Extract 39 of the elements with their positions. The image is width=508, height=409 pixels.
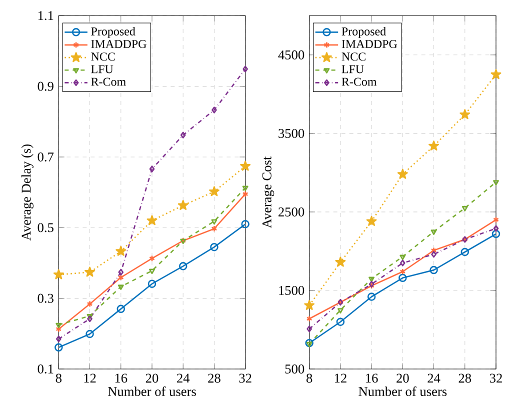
x-tick-label: 8 [306,374,312,383]
legend-label: IMADDPG [91,40,146,48]
y-tick-label: 1.1 [38,11,54,20]
x-tick-label: 12 [84,374,96,383]
legend-label: LFU [342,65,364,74]
y-tick-label: 0.9 [38,82,54,91]
y-tick-label: 0.3 [38,294,54,303]
y-tick-label: 3500 [278,128,304,138]
y-tick-label: 2500 [278,207,304,216]
legend-label: R-Com [342,78,377,86]
x-tick-label: 28 [458,374,472,383]
y-tick-label: 0.7 [38,152,54,162]
x-tick-label: 12 [334,374,346,383]
x-tick-label: 16 [115,374,128,383]
x-tick-label: 8 [56,374,62,383]
legend-label: LFU [91,65,114,74]
legend-label: Proposed [91,27,136,38]
x-tick-label: 20 [146,374,158,383]
legend-label: R-Com [91,78,126,86]
y-tick-label: 500 [285,364,304,374]
y-axis-title: Average Delay (s) [21,144,34,241]
x-tick-label: 32 [239,374,252,383]
x-tick-label: 24 [177,374,190,383]
y-tick-label: 4500 [278,50,304,60]
legend-label: Proposed [342,27,386,38]
x-tick-label: 24 [428,374,440,383]
x-tick-label: 28 [208,374,220,383]
x-tick-label: 20 [396,374,409,383]
x-axis-title: Number of users [108,386,196,396]
y-tick-label: 0.5 [38,223,54,232]
x-tick-label: 16 [366,374,378,383]
legend-label: NCC [91,52,115,61]
x-axis-title: Number of users [358,386,447,396]
legend-label: IMADDPG [342,40,398,48]
y-axis-title: Average Cost [262,156,274,228]
y-tick-label: 1500 [279,286,304,295]
legend-label: NCC [342,52,366,61]
y-tick-label: 0.1 [38,364,54,374]
x-tick-label: 32 [490,374,502,383]
